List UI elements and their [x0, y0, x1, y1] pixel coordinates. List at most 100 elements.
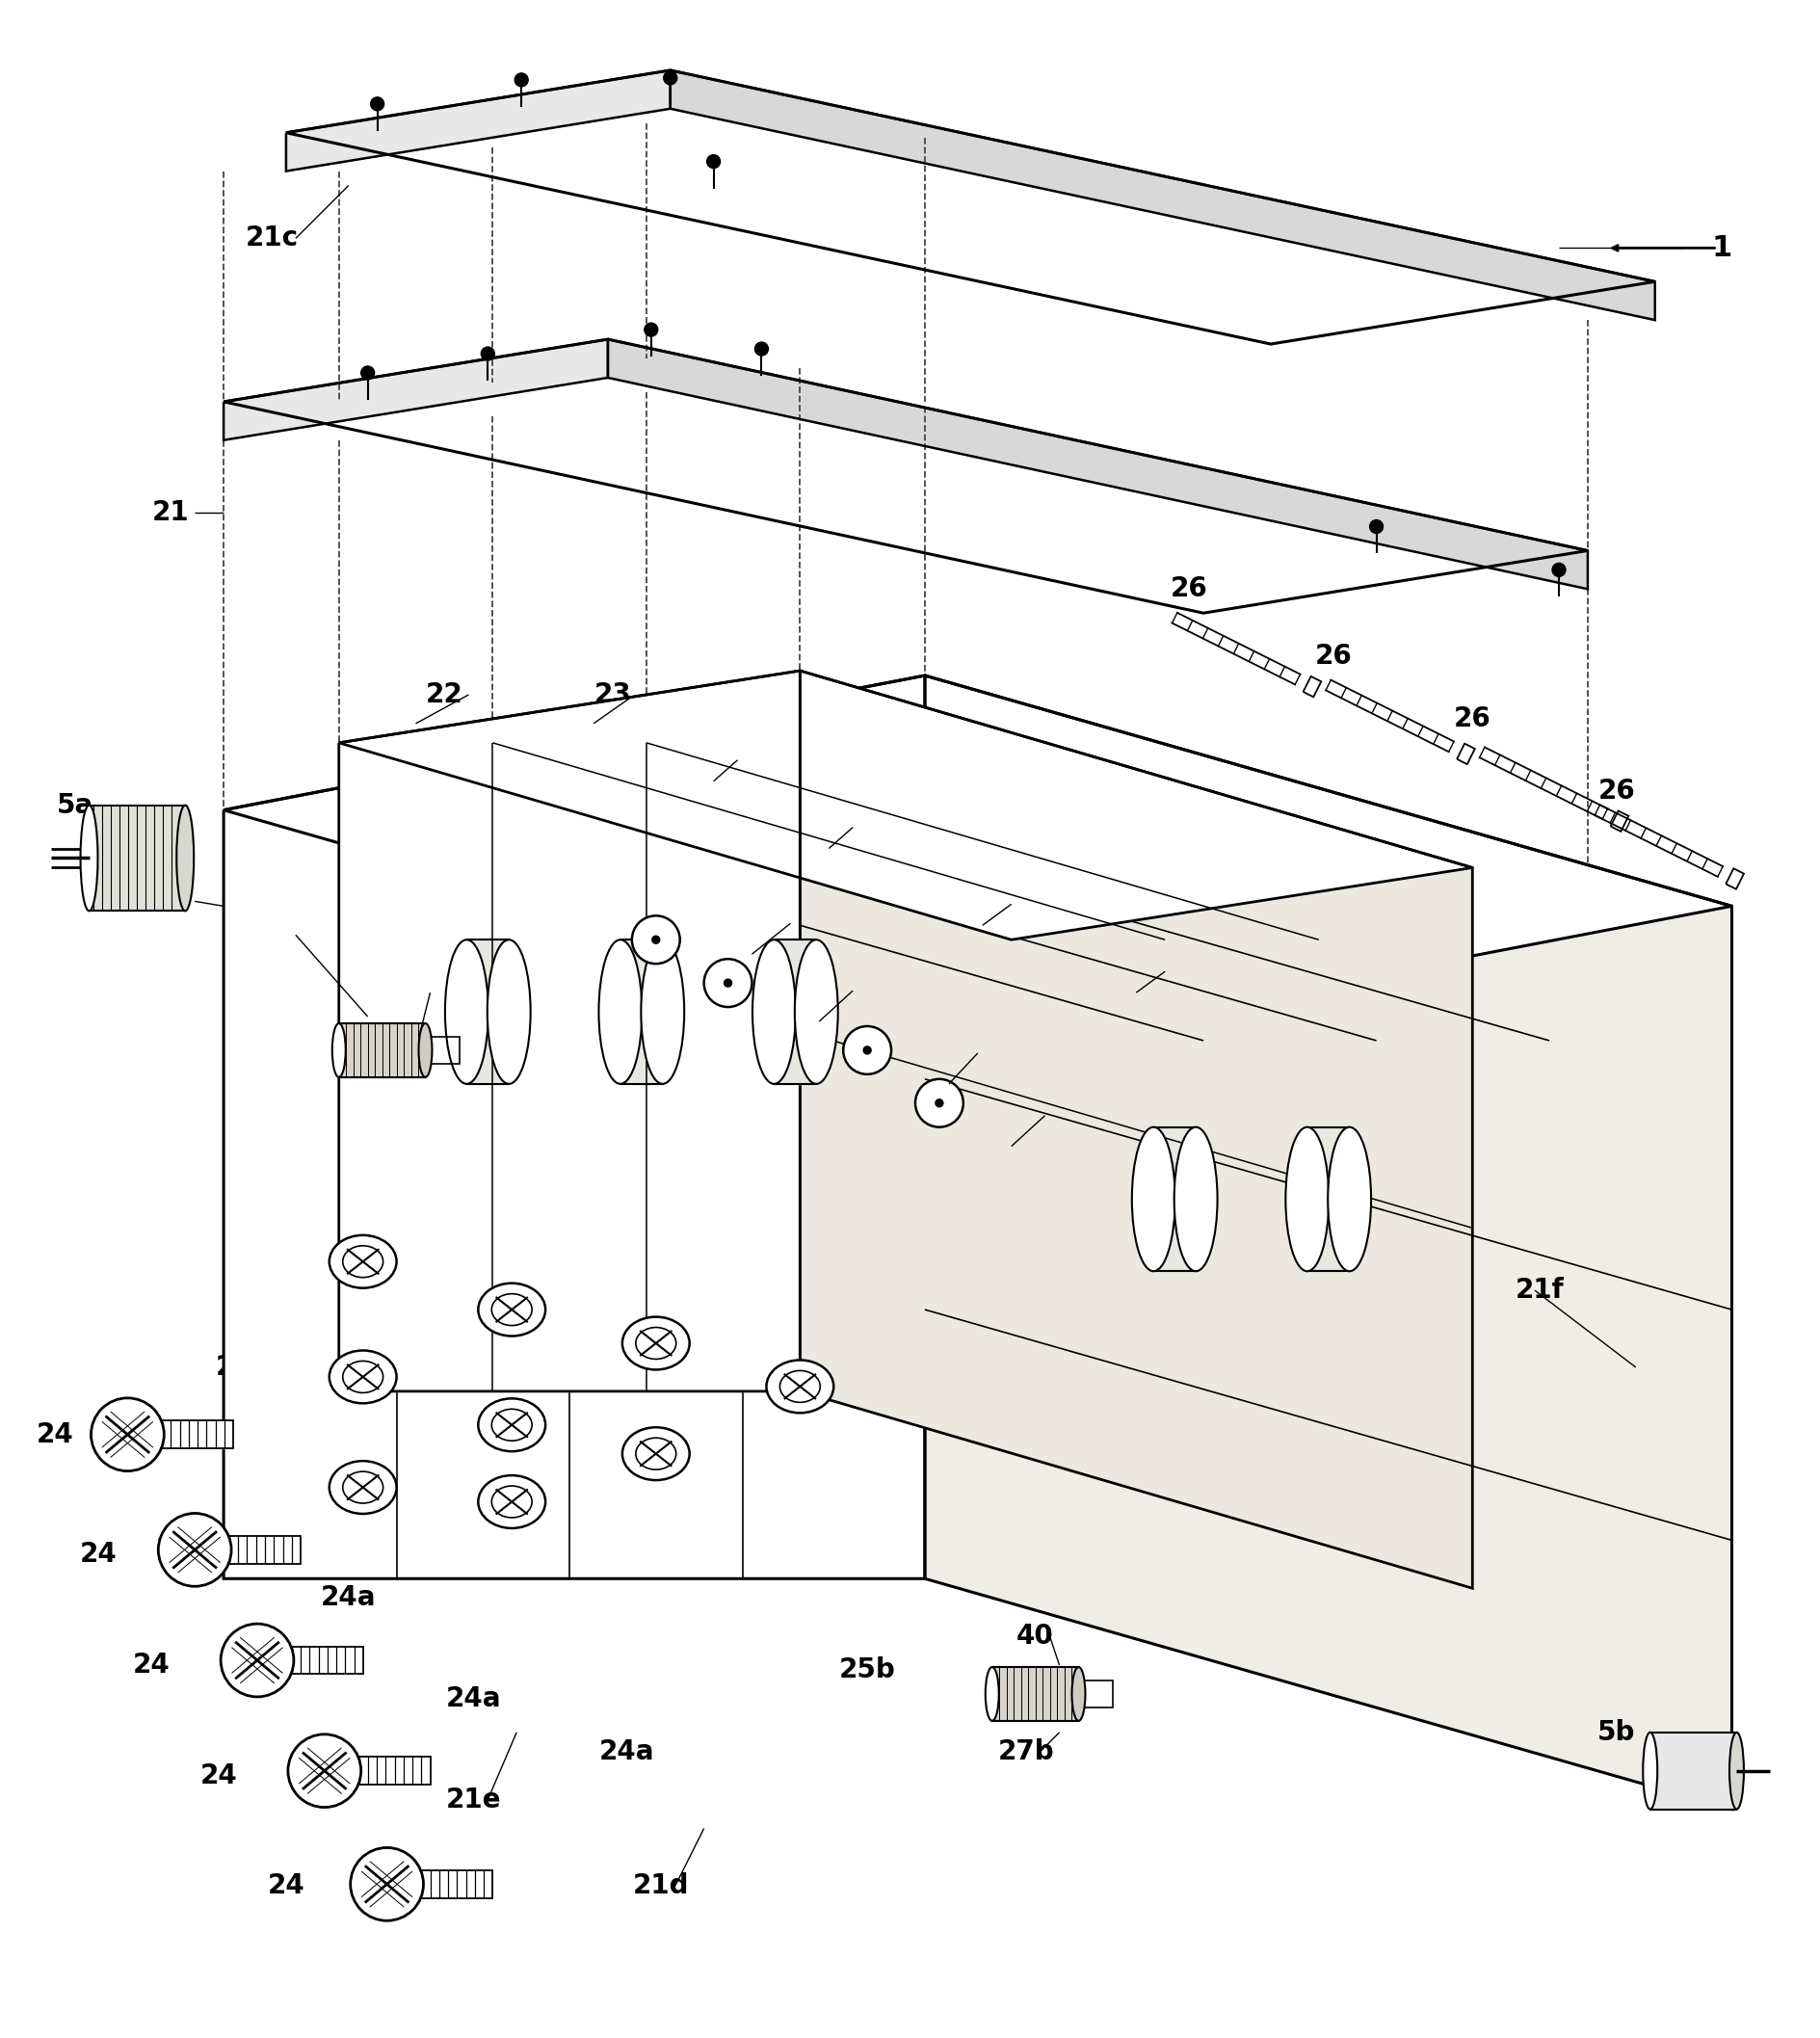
Text: 25b: 25b — [839, 1657, 895, 1683]
Polygon shape — [466, 940, 508, 1084]
Ellipse shape — [1072, 1667, 1085, 1720]
Ellipse shape — [622, 1317, 690, 1370]
Text: 24a: 24a — [268, 1463, 324, 1492]
Polygon shape — [153, 1420, 233, 1449]
Polygon shape — [426, 1037, 460, 1064]
Circle shape — [632, 915, 679, 964]
Text: 27b: 27b — [997, 1738, 1054, 1765]
Circle shape — [288, 1734, 360, 1808]
Circle shape — [706, 155, 721, 169]
Ellipse shape — [1174, 1127, 1218, 1272]
Circle shape — [91, 1398, 164, 1471]
Ellipse shape — [342, 1245, 382, 1278]
Ellipse shape — [1729, 1732, 1744, 1810]
Ellipse shape — [329, 1351, 397, 1404]
Text: 24a: 24a — [446, 1685, 500, 1712]
Circle shape — [935, 1098, 943, 1107]
Polygon shape — [349, 1757, 430, 1785]
Text: 21f: 21f — [1514, 1278, 1563, 1304]
Ellipse shape — [491, 1408, 531, 1441]
Circle shape — [371, 98, 384, 110]
Ellipse shape — [177, 805, 193, 911]
Polygon shape — [1649, 1732, 1736, 1810]
Ellipse shape — [1132, 1127, 1174, 1272]
Ellipse shape — [444, 940, 488, 1084]
Polygon shape — [1307, 1127, 1349, 1272]
Text: 26: 26 — [1596, 776, 1634, 805]
Polygon shape — [1609, 811, 1627, 832]
Circle shape — [652, 935, 659, 944]
Circle shape — [480, 346, 495, 361]
Text: 26a: 26a — [810, 974, 866, 1001]
Circle shape — [1369, 520, 1383, 534]
Text: 21: 21 — [153, 889, 189, 915]
Polygon shape — [286, 69, 1654, 344]
Circle shape — [220, 1624, 293, 1698]
Circle shape — [863, 1045, 870, 1054]
Text: 23: 23 — [704, 744, 741, 770]
Ellipse shape — [1327, 1127, 1370, 1272]
Ellipse shape — [342, 1361, 382, 1392]
Text: 24a: 24a — [215, 1353, 271, 1382]
Text: 23: 23 — [593, 681, 632, 709]
Text: 26a: 26a — [1003, 1098, 1057, 1127]
Ellipse shape — [331, 1023, 346, 1078]
Circle shape — [755, 342, 768, 355]
Polygon shape — [339, 671, 1472, 940]
Ellipse shape — [635, 1327, 675, 1359]
Ellipse shape — [779, 1372, 819, 1402]
Ellipse shape — [491, 1294, 531, 1325]
Polygon shape — [799, 671, 1472, 1588]
Polygon shape — [413, 1871, 493, 1897]
Ellipse shape — [329, 1235, 397, 1288]
Circle shape — [915, 1078, 963, 1127]
Polygon shape — [282, 1647, 362, 1673]
Polygon shape — [224, 675, 1731, 1041]
Ellipse shape — [479, 1476, 546, 1528]
Text: 24a: 24a — [599, 1738, 655, 1765]
Polygon shape — [224, 675, 925, 1579]
Text: 21c: 21c — [246, 224, 298, 253]
Ellipse shape — [985, 1667, 999, 1720]
Text: 24: 24 — [133, 1651, 169, 1679]
Text: 26: 26 — [1452, 705, 1491, 732]
Polygon shape — [224, 338, 608, 440]
Text: 26a: 26a — [743, 907, 799, 933]
Ellipse shape — [641, 940, 684, 1084]
Polygon shape — [286, 69, 670, 171]
Text: 23: 23 — [1132, 956, 1168, 982]
Text: 24: 24 — [36, 1420, 75, 1449]
Polygon shape — [992, 1667, 1077, 1720]
Text: 21: 21 — [153, 499, 189, 526]
Text: 40: 40 — [397, 978, 435, 1007]
Ellipse shape — [479, 1284, 546, 1337]
Text: 24: 24 — [200, 1763, 237, 1789]
Text: 24: 24 — [80, 1541, 116, 1567]
Text: 5a: 5a — [56, 791, 93, 819]
Text: 23: 23 — [977, 889, 1016, 915]
Polygon shape — [1725, 868, 1744, 889]
Polygon shape — [621, 940, 662, 1084]
Ellipse shape — [491, 1486, 531, 1518]
Polygon shape — [1077, 1681, 1112, 1708]
Text: 22: 22 — [426, 681, 462, 709]
Text: 5b: 5b — [1596, 1718, 1634, 1747]
Ellipse shape — [794, 940, 837, 1084]
Text: 21d: 21d — [632, 1873, 688, 1899]
Text: 23: 23 — [819, 811, 857, 838]
Text: 25a: 25a — [317, 974, 371, 1001]
Text: 40: 40 — [1016, 1622, 1054, 1651]
Ellipse shape — [635, 1439, 675, 1469]
Ellipse shape — [419, 1023, 431, 1078]
Text: 27a: 27a — [253, 921, 309, 948]
Polygon shape — [339, 671, 799, 1392]
Polygon shape — [773, 940, 815, 1084]
Polygon shape — [608, 338, 1587, 589]
Text: 26: 26 — [1314, 642, 1350, 671]
Circle shape — [843, 1027, 890, 1074]
Polygon shape — [1303, 677, 1321, 697]
Circle shape — [349, 1848, 424, 1920]
Polygon shape — [89, 805, 186, 911]
Ellipse shape — [342, 1471, 382, 1504]
Polygon shape — [1456, 744, 1474, 764]
